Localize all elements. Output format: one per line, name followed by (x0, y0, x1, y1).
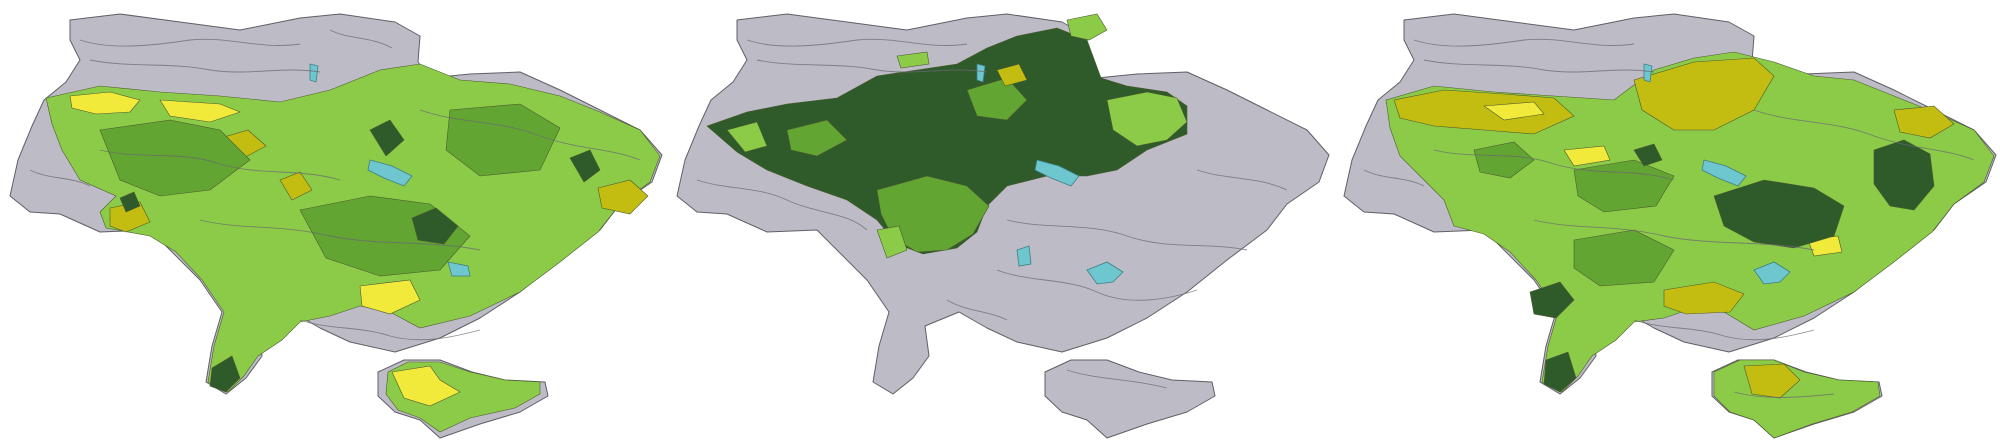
yellow-patch (159, 99, 241, 123)
boundary-line (1413, 38, 1635, 47)
water-bodies (1643, 63, 1791, 285)
olive-patch (996, 63, 1028, 87)
dark-green-patch (1633, 143, 1663, 167)
reservoir (309, 63, 319, 83)
map-panel-2 (667, 0, 1334, 445)
water-bodies (976, 63, 1124, 285)
map-panel-1 (0, 0, 667, 445)
yellow-patch (359, 279, 421, 315)
light-green-patch (1066, 13, 1108, 41)
olive-patch (1893, 105, 1955, 139)
boundary-line (79, 38, 301, 47)
boundary-line (746, 38, 968, 47)
olive-patch (1743, 363, 1801, 399)
dark-green-patch (209, 355, 241, 393)
map-2-svg (676, 13, 1330, 439)
boundary-line (329, 29, 393, 49)
olive-patch (597, 179, 649, 215)
boundary-line (1363, 169, 1425, 187)
dark-green-patch (1543, 351, 1577, 393)
reservoir (367, 159, 413, 187)
boundary-line (199, 219, 481, 251)
map-panel-3 (1334, 0, 2000, 445)
olive-patch (279, 171, 313, 201)
dark-green-patch (1713, 179, 1845, 249)
boundary-lines (1363, 38, 1975, 398)
boundary-line (1733, 391, 1835, 398)
reservoir (1086, 261, 1124, 285)
boundary-line (299, 319, 481, 341)
boundary-line (1433, 149, 1675, 181)
reservoir (1701, 159, 1747, 187)
yellow-patch (69, 91, 141, 115)
light-green-patch (726, 121, 768, 153)
mid-green-patch (786, 119, 848, 157)
boundary-line (946, 299, 1008, 321)
boundary-line (1006, 219, 1248, 251)
shaded-region-2 (706, 27, 1188, 255)
boundary-line (1196, 169, 1288, 191)
map-2-patches (726, 13, 1188, 259)
dark-green-patch (569, 149, 601, 183)
dark-green-patch (1873, 139, 1935, 211)
boundary-line (419, 109, 641, 161)
green-region (706, 27, 1188, 255)
mid-green-patch (1573, 229, 1675, 287)
map-3-svg (1343, 13, 1997, 439)
green-region (1713, 359, 1881, 439)
light-green-patch (876, 225, 908, 259)
reservoir (1034, 159, 1080, 187)
boundary-line (1423, 59, 1655, 73)
water-bodies (309, 63, 471, 277)
olive-patch (1663, 281, 1745, 315)
dark-green-patch (369, 119, 405, 157)
mid-green-patch (1573, 159, 1675, 213)
boundary-line (1066, 369, 1168, 389)
map-1-patches (69, 91, 649, 407)
mid-green-patch (99, 119, 251, 197)
mid-green-patch (445, 103, 561, 177)
map-3-patches (1393, 57, 1955, 399)
boundary-line (756, 59, 988, 73)
green-region (1385, 51, 1995, 393)
mid-green-patch (876, 175, 990, 253)
reservoir (1016, 245, 1032, 267)
boundary-line (1533, 219, 1815, 251)
boundary-lines (696, 38, 1288, 389)
dark-green-patch (411, 207, 459, 245)
boundary-line (1633, 319, 1815, 341)
mid-green-patch (966, 77, 1028, 121)
dark-green-patch (119, 191, 141, 213)
reservoir (1753, 261, 1791, 285)
reservoir (976, 63, 986, 83)
boundary-lines (29, 29, 641, 341)
boundary-line (99, 149, 341, 181)
boundary-line (89, 59, 321, 73)
olive-patch (1393, 89, 1575, 135)
mid-green-patch (1473, 141, 1535, 179)
light-green-patch (896, 51, 930, 69)
yellow-patch (1563, 145, 1611, 167)
boundary-line (1753, 109, 1975, 161)
crimea-outline (1044, 359, 1216, 439)
reservoir (1643, 63, 1653, 83)
light-green-patch (1106, 91, 1188, 147)
map-1-svg (9, 13, 663, 439)
yellow-patch (1483, 101, 1545, 121)
reservoir (447, 261, 471, 277)
boundary-line (696, 179, 868, 231)
boundary-line (996, 269, 1198, 301)
dark-green-patch (1529, 281, 1575, 319)
yellow-patch (391, 365, 461, 407)
boundary-line (29, 169, 91, 187)
